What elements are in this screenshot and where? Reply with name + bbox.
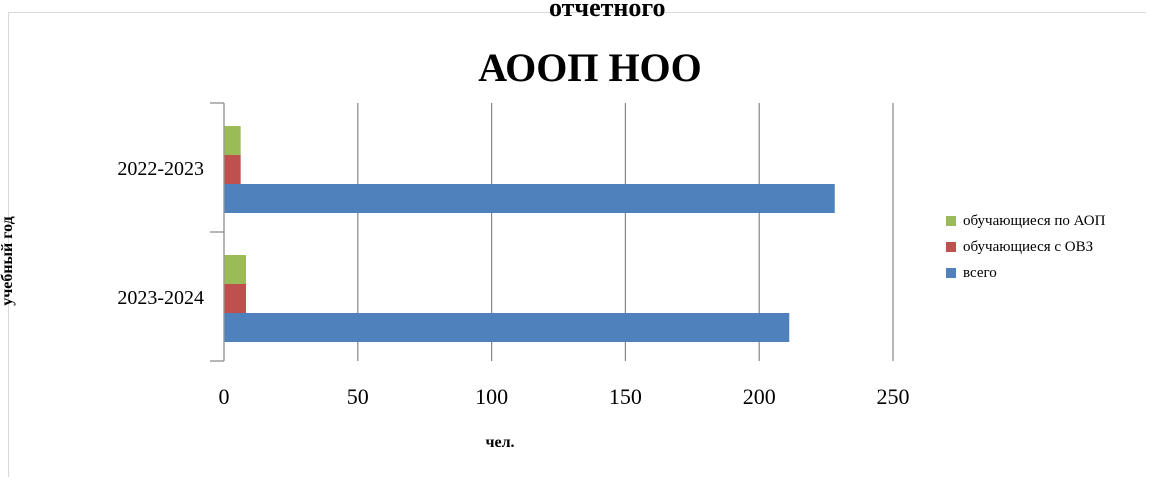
legend-swatch: [946, 216, 956, 226]
bar-2022-2023-aop: [224, 126, 241, 155]
y-tick-label-2022-2023: 2022-2023: [117, 158, 204, 180]
legend-swatch: [946, 242, 956, 252]
x-axis-title: чел.: [485, 434, 515, 451]
top-cut-text: отчетного: [549, 0, 666, 22]
legend-item: всего: [946, 260, 1105, 286]
legend: обучающиеся по АОП обучающиеся с ОВЗ всего: [946, 208, 1105, 286]
bar-layer: [224, 126, 835, 342]
legend-swatch: [946, 268, 956, 278]
y-tick-label-2023-2024: 2023-2024: [117, 287, 204, 309]
bar-2023-2024-total: [224, 313, 790, 342]
legend-item: обучающиеся по АОП: [946, 208, 1105, 234]
bar-2022-2023-total: [224, 184, 835, 213]
legend-label: всего: [963, 264, 997, 281]
x-tick-label-50: 50: [347, 384, 369, 409]
chart-frame: отчетного: [8, 0, 1146, 477]
legend-label: обучающиеся по АОП: [963, 212, 1106, 229]
bar-2022-2023-ovz: [224, 155, 241, 184]
axis-layer: [210, 102, 225, 362]
x-tick-label-0: 0: [219, 384, 230, 409]
x-tick-label-100: 100: [475, 384, 508, 409]
x-tick-label-150: 150: [609, 384, 642, 409]
x-tick-label-200: 200: [743, 384, 776, 409]
chart-title: АООП НОО: [478, 45, 702, 90]
legend-item: обучающиеся с ОВЗ: [946, 234, 1105, 260]
bar-2023-2024-aop: [224, 255, 247, 284]
legend-label: обучающиеся с ОВЗ: [963, 238, 1094, 255]
tick-layer: 0 50 100 150 200 250 2022-2023 2023-2024: [117, 158, 909, 409]
y-axis-title: учебный год: [0, 216, 16, 306]
bar-2023-2024-ovz: [224, 284, 247, 313]
x-tick-label-250: 250: [877, 384, 910, 409]
